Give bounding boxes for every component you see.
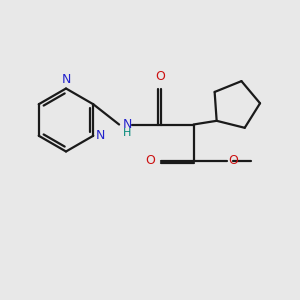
Text: O: O [145,154,155,167]
Text: N: N [96,129,105,142]
Text: N: N [123,118,132,131]
Text: N: N [61,73,71,86]
Text: O: O [228,154,238,167]
Text: O: O [156,70,165,83]
Text: H: H [123,128,132,138]
